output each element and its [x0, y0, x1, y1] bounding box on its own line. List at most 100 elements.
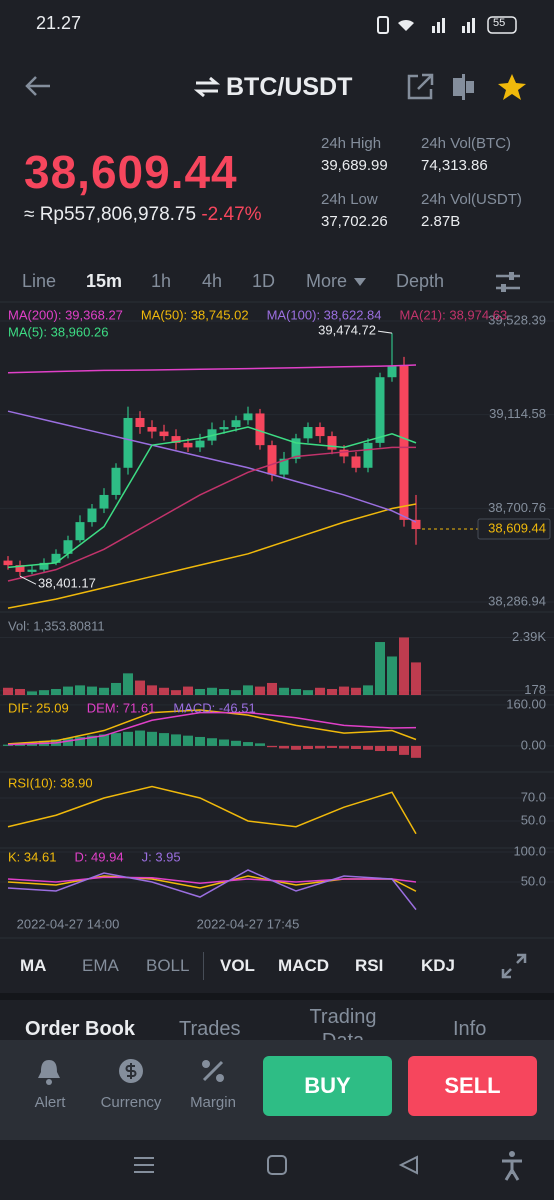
battery-level: 55	[493, 17, 506, 29]
indicator-bar	[3, 687, 13, 695]
indicator-bar	[291, 688, 301, 695]
candle-body	[219, 427, 229, 430]
candle-body	[279, 458, 289, 475]
candle-body	[399, 365, 409, 520]
system-nav	[134, 1151, 522, 1181]
indicator-bar	[411, 745, 421, 758]
candle-body	[171, 436, 181, 443]
fullscreen-icon[interactable]	[500, 952, 528, 980]
interval-tab[interactable]: More	[306, 271, 348, 291]
y-tick-label: 38,700.76	[488, 500, 546, 515]
indicator-bar	[3, 744, 13, 746]
candle-body	[147, 427, 157, 432]
indicator-tab[interactable]: VOL	[220, 956, 255, 975]
y-tick-label: 70.0	[521, 789, 546, 804]
indicator-bar	[387, 745, 397, 752]
switch-icon[interactable]	[194, 76, 220, 98]
margin-icon[interactable]	[200, 1058, 226, 1084]
y-tick-label: 0.00	[521, 737, 546, 752]
header-actions[interactable]	[406, 72, 528, 102]
y-tick-label: 38,286.94	[488, 593, 546, 608]
indicator-bar	[219, 739, 229, 746]
indicator-bar	[411, 662, 421, 695]
moving-average	[7, 426, 417, 569]
indicator-bar	[147, 685, 157, 695]
indicator-bar	[75, 736, 85, 746]
stat-value: 37,702.26	[321, 213, 388, 230]
interval-tab[interactable]: 4h	[202, 271, 223, 291]
annotation-leader	[377, 330, 393, 334]
currency-icon[interactable]	[118, 1058, 144, 1084]
interval-tab[interactable]: Line	[22, 271, 57, 291]
moving-average	[7, 503, 417, 609]
indicator-tab[interactable]: BOLL	[146, 956, 190, 975]
buy-button[interactable]: BUY	[263, 1056, 392, 1116]
action-label[interactable]: Currency	[100, 1094, 162, 1111]
candle-body	[231, 420, 241, 428]
candle-body	[195, 440, 205, 448]
interval-tab[interactable]: 15m	[86, 271, 123, 291]
divider	[203, 952, 204, 980]
indicator-bar	[255, 743, 265, 746]
indicator-tab[interactable]: MA	[20, 956, 47, 975]
indicator-bar	[279, 687, 289, 695]
stat-label: 24h Vol(BTC)	[421, 135, 512, 152]
indicator-bar	[291, 745, 301, 750]
action-label[interactable]: Alert	[34, 1094, 66, 1111]
indicator-bar	[399, 745, 409, 755]
action-label[interactable]: Margin	[190, 1094, 236, 1111]
time-label: 2022-04-27 17:45	[197, 916, 300, 931]
indicator-bar	[267, 745, 277, 748]
indicator-bar	[351, 687, 361, 695]
indicator-bar	[339, 745, 349, 749]
indicator-bar	[99, 734, 109, 746]
indicator-tab[interactable]: MACD	[278, 956, 329, 975]
settings-icon[interactable]	[494, 270, 522, 294]
indicator-line	[7, 876, 417, 884]
legend-entry: J: 3.95	[142, 849, 181, 864]
indicator-bar	[243, 742, 253, 746]
candle-body	[63, 540, 73, 554]
indicator-tab[interactable]: RSI	[355, 956, 384, 975]
interval-tab[interactable]: 1h	[151, 271, 172, 291]
alert-icon[interactable]	[36, 1058, 62, 1086]
indicator-bar	[339, 686, 349, 695]
interval-tab[interactable]: 1D	[252, 271, 276, 291]
y-tick-label: 50.0	[521, 873, 546, 888]
indicator-line	[7, 785, 417, 835]
indicator-bar	[27, 691, 37, 695]
detail-tab[interactable]: Order Book	[25, 1018, 136, 1040]
indicator-bar	[231, 740, 241, 746]
y-tick-label: 39,528.39	[488, 312, 546, 327]
indicator-bar	[123, 731, 133, 746]
indicator-bar	[399, 637, 409, 695]
indicator-bar	[267, 682, 277, 695]
candle-body	[303, 427, 313, 439]
status-time: 21.27	[36, 13, 82, 33]
last-price: 38,609.44	[24, 146, 238, 198]
candle-body	[291, 438, 301, 459]
interval-tab[interactable]: Depth	[396, 271, 445, 291]
detail-tab[interactable]: Trades	[179, 1018, 241, 1040]
candle-body	[99, 494, 109, 509]
indicator-bar	[303, 690, 313, 695]
candle-body	[135, 417, 145, 428]
detail-tab[interactable]: Info	[453, 1018, 487, 1040]
sell-button[interactable]: SELL	[408, 1056, 537, 1116]
back-button[interactable]	[24, 74, 52, 98]
candle-body	[411, 519, 421, 530]
legend-entry: MA(100): 38,622.84	[267, 307, 382, 322]
price-change: -2.47%	[201, 204, 262, 225]
candle-body	[159, 431, 169, 437]
indicator-bar	[87, 735, 97, 746]
stat-label: 24h High	[321, 135, 382, 152]
indicator-bar	[99, 687, 109, 695]
indicator-tab[interactable]: KDJ	[421, 956, 456, 975]
indicator-tab[interactable]: EMA	[82, 956, 119, 975]
last-price-box	[477, 518, 551, 540]
legend-entry: RSI(10): 38.90	[8, 775, 93, 790]
legend-entry: MACD: -46.51	[173, 700, 255, 715]
y-tick-label: 100.0	[513, 843, 546, 858]
indicator-bar	[255, 686, 265, 695]
